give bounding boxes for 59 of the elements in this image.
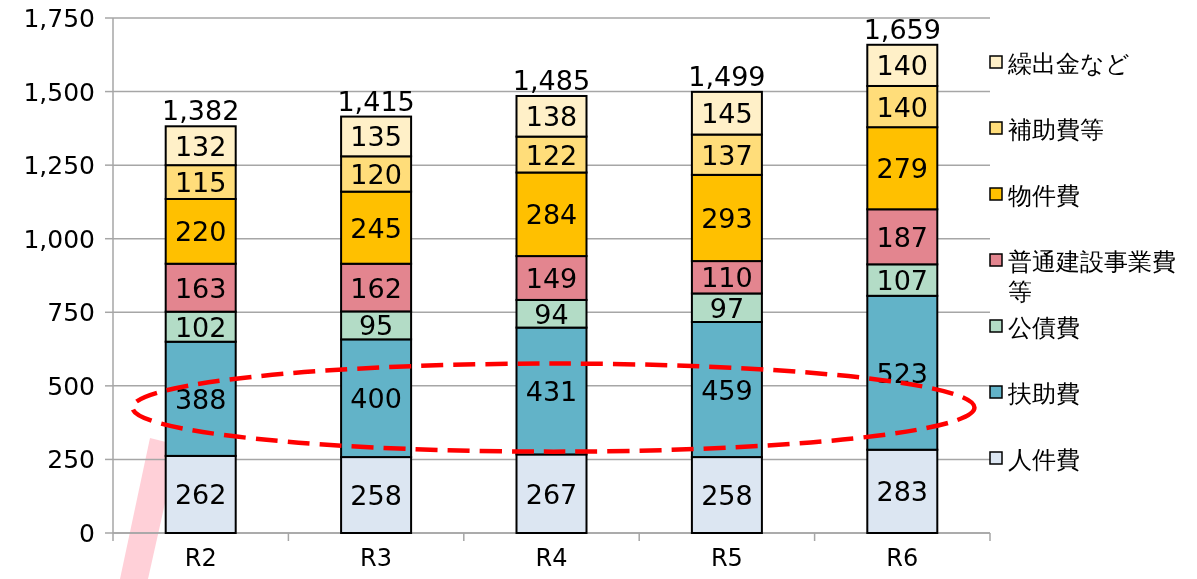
data-label: 107 [876,265,929,297]
total-label: 1,415 [337,85,415,117]
y-tick-label: 1,250 [23,151,95,181]
data-label: 283 [876,476,929,508]
legend-label: 繰出金など [1007,50,1130,78]
x-tick-label: R5 [710,544,743,572]
data-label: 267 [525,478,578,510]
data-label: 163 [174,272,227,304]
total-label: 1,499 [688,60,766,92]
data-label: 145 [701,98,753,130]
x-tick-label: R3 [360,544,393,572]
data-label: 140 [876,91,929,123]
y-tick-label: 750 [47,298,95,328]
data-label: 97 [709,292,745,324]
data-label: 140 [876,50,929,82]
y-tick-label: 1,000 [23,224,95,254]
data-label: 431 [525,376,578,408]
y-tick-label: 1,500 [23,77,95,107]
data-label: 220 [174,216,227,248]
data-label: 138 [525,101,578,133]
data-label: 120 [350,158,402,190]
x-tick-label: R2 [184,544,217,572]
y-tick-label: 1,750 [23,4,95,33]
data-label: 137 [701,139,753,171]
data-label: 110 [701,262,753,294]
data-label: 258 [350,480,402,512]
legend-label: 物件費 [1008,182,1080,210]
data-label: 459 [701,374,753,406]
legend-label: 補助費等 [1008,116,1104,144]
data-label: 245 [350,212,402,244]
data-label: 162 [350,272,402,304]
y-tick-label: 0 [79,519,95,548]
total-label: 1,659 [863,13,941,45]
legend-label: 扶助費 [1007,380,1080,408]
legend-label: 公債費 [1008,314,1080,342]
legend-label: 普通建設事業費等 [1008,248,1176,306]
data-label: 95 [358,310,394,342]
data-label: 122 [525,139,578,171]
data-label: 400 [350,383,402,415]
data-label: 284 [525,199,578,231]
data-label: 94 [534,298,569,330]
data-label: 115 [174,167,227,199]
data-label: 388 [174,383,227,415]
data-label: 258 [701,480,753,512]
data-label: 293 [701,202,753,234]
data-label: 187 [876,221,929,253]
x-tick-label: R6 [886,544,919,572]
total-label: 1,485 [512,64,591,96]
data-label: 135 [350,121,402,153]
y-tick-label: 250 [47,445,95,475]
data-label: 149 [525,263,578,294]
data-label: 102 [174,311,227,343]
total-label: 1,382 [162,95,240,127]
x-tick-label: R4 [535,544,568,572]
data-label: 262 [174,479,227,511]
data-label: 132 [174,130,227,162]
data-label: 279 [876,153,929,185]
legend-label: 人件費 [1008,446,1080,474]
y-tick-label: 500 [47,371,95,401]
